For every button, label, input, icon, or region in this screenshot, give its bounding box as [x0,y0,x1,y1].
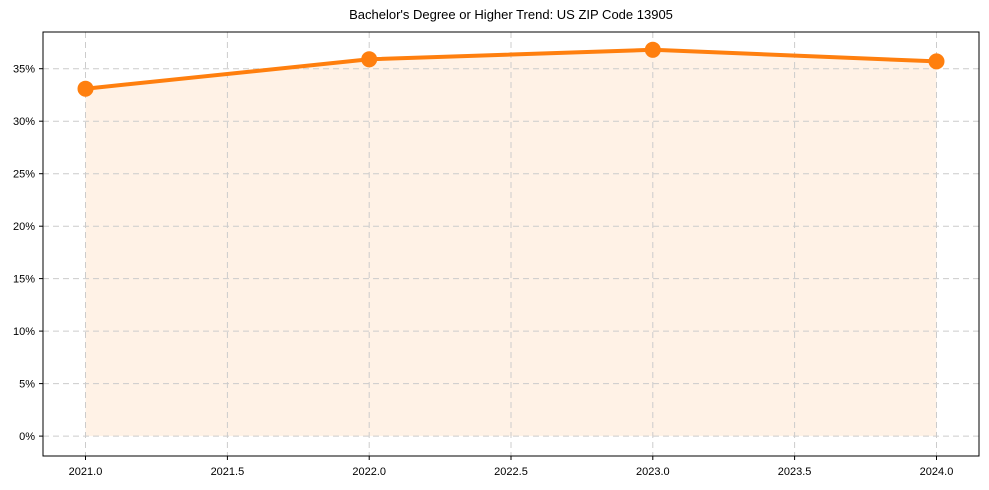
x-tick-label: 2023.0 [636,466,670,478]
y-tick-label: 25% [13,169,35,181]
x-tick-label: 2022.0 [352,466,386,478]
y-tick-label: 15% [13,274,35,286]
x-tick-label: 2024.0 [920,466,954,478]
markers-layer [77,41,945,97]
y-tick-label: 10% [13,326,35,338]
data-point-marker [928,53,945,70]
data-point-marker [361,51,378,68]
x-tick-label: 2021.5 [211,466,245,478]
grid-layer [43,32,979,456]
x-tick-label: 2021.0 [69,466,103,478]
tick-layer: 2021.0 2021.5 2022.0 2022.5 2023.0 2023.5 2024… [13,64,953,478]
y-tick-label: 30% [13,116,35,128]
data-point-marker [77,80,94,97]
trend-line [83,47,939,91]
data-point-marker [644,41,661,58]
y-tick-label: 0% [19,431,35,443]
chart-title: Bachelor's Degree or Higher Trend: US ZI… [349,7,673,22]
y-tick-label: 35% [13,64,35,76]
x-tick-label: 2022.5 [494,466,528,478]
x-tick-label: 2023.5 [778,466,812,478]
y-tick-label: 5% [19,379,35,391]
y-tick-label: 20% [13,221,35,233]
